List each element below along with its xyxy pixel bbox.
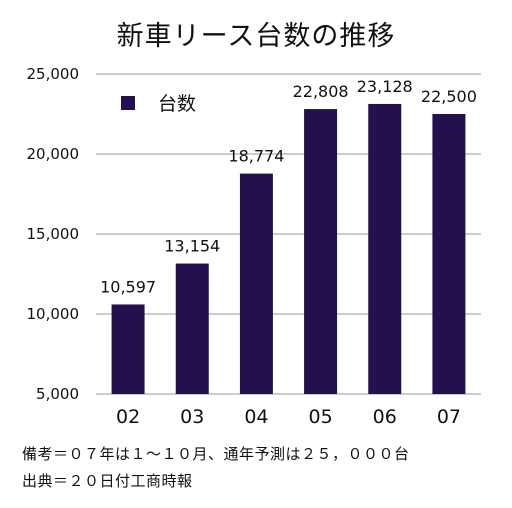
footnote-remarks: 備考＝０７年は１～１０月、通年予測は２５，０００台 [22,445,410,463]
data-label: 18,774 [228,147,284,166]
y-tick-label: 25,000 [27,65,80,83]
x-tick-label: 02 [116,406,140,428]
data-labels: 10,597 13,154 18,774 22,808 23,128 22,500 [100,77,477,296]
data-label: 13,154 [164,237,220,256]
bar [304,109,338,395]
x-tick-label: 05 [308,406,332,428]
y-tick-label: 15,000 [27,225,80,243]
y-tick-label: 5,000 [36,385,79,403]
legend-label: 台数 [158,93,196,115]
y-tick-label: 10,000 [27,305,80,323]
bar [432,114,466,394]
gridlines [96,73,481,395]
x-tick-label: 06 [373,406,397,428]
bar [239,173,273,394]
footnote-source: 出典＝２０日付工商時報 [22,472,193,490]
bar [111,304,145,394]
bar [368,103,402,395]
bars [111,103,466,395]
data-label: 22,500 [421,87,477,106]
x-axis-tick-labels: 02 03 04 05 06 07 [116,406,461,428]
y-tick-label: 20,000 [27,145,80,163]
x-tick-label: 03 [180,406,204,428]
legend-swatch [121,96,135,110]
data-label: 22,808 [293,82,349,101]
y-axis-tick-labels: 5,000 10,000 15,000 20,000 25,000 [27,65,80,403]
x-tick-label: 07 [437,406,461,428]
legend: 台数 [121,93,196,115]
chart-title: 新車リース台数の推移 [116,21,396,52]
data-label: 23,128 [357,77,413,96]
x-tick-label: 04 [244,406,268,428]
data-label: 10,597 [100,277,156,296]
bar [175,263,209,394]
